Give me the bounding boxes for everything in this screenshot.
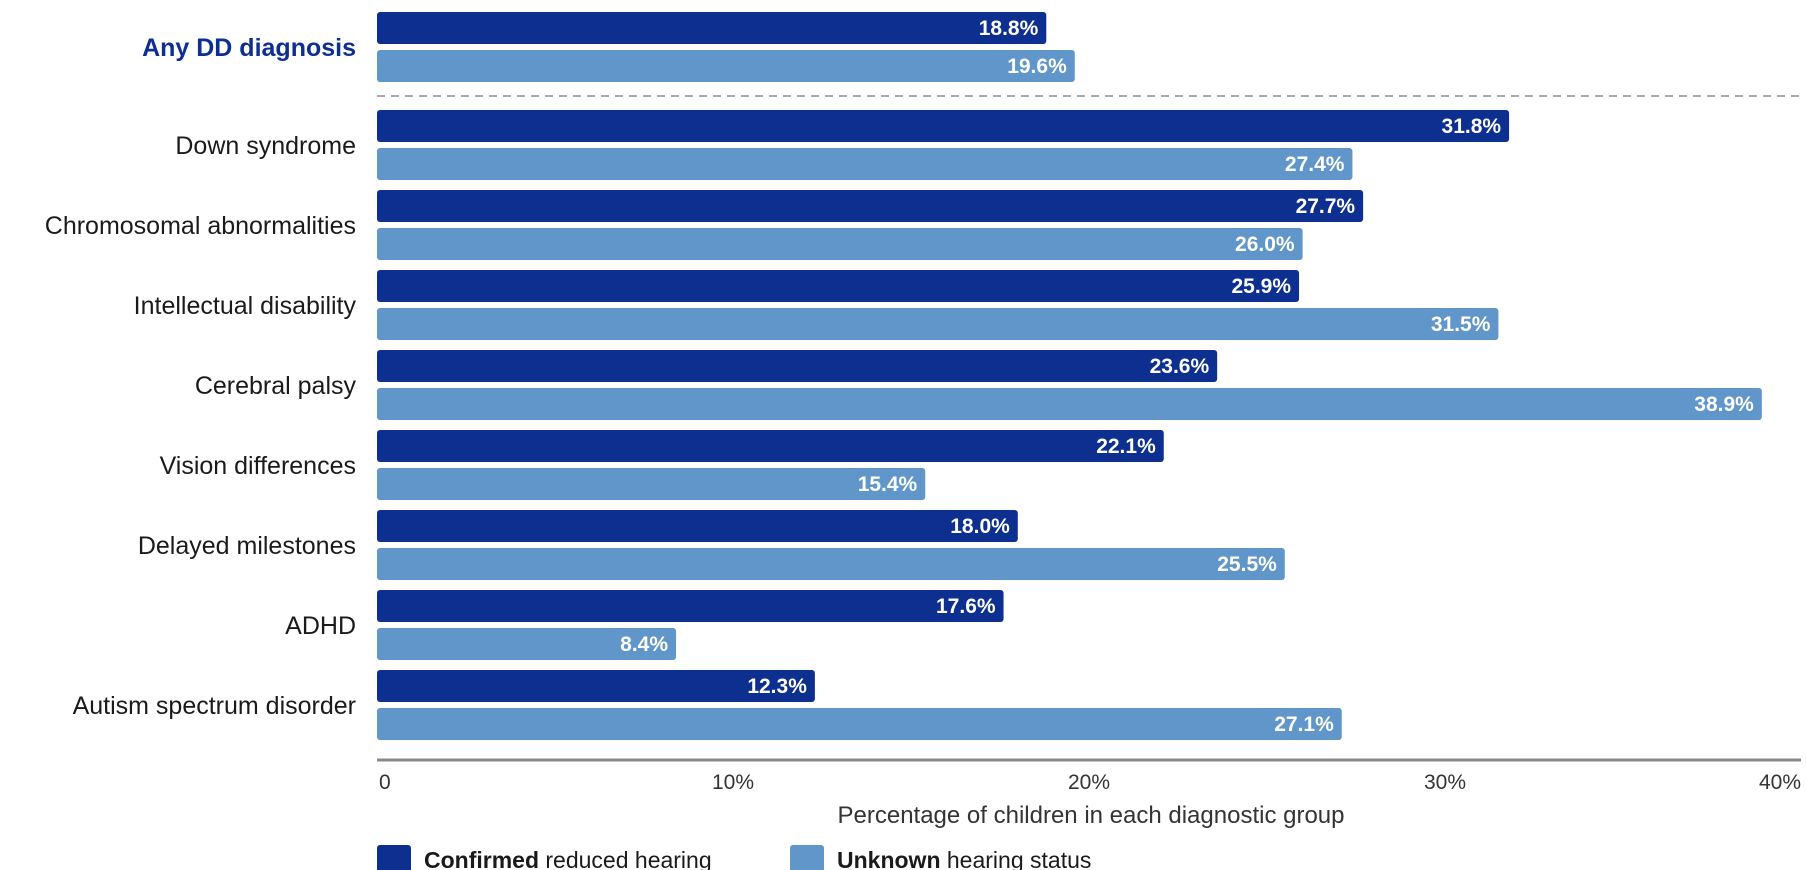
- bar-confirmed: [377, 430, 1164, 462]
- category-label: Intellectual disability: [134, 292, 357, 320]
- legend-label-rest: hearing status: [941, 847, 1092, 870]
- bar-confirmed: [377, 590, 1004, 622]
- bar-confirmed: [377, 270, 1300, 302]
- legend-label-rest: reduced hearing: [539, 847, 712, 870]
- category-group: ADHD 17.6% 8.4%: [285, 590, 1004, 660]
- category-label: ADHD: [285, 612, 356, 640]
- category-group: Delayed milestones 18.0% 25.5%: [138, 510, 1285, 580]
- bar-unknown: [377, 228, 1303, 260]
- bar-unknown: [377, 50, 1075, 82]
- data-label: 26.0%: [1235, 233, 1295, 256]
- category-group: Chromosomal abnormalities 27.7%26.0%: [45, 190, 1364, 260]
- bar-unknown: [377, 148, 1353, 180]
- category-label: Down syndrome: [175, 132, 356, 160]
- legend-item: Unknown hearing status: [790, 845, 1091, 870]
- data-label: 25.5%: [1217, 553, 1277, 576]
- data-label: 31.8%: [1442, 115, 1502, 138]
- data-label: 25.9%: [1231, 275, 1291, 298]
- category-group: Any DD diagnosis 18.8% 19.6%: [142, 12, 1075, 82]
- category-label: Delayed milestones: [138, 532, 356, 560]
- bar-confirmed: [377, 12, 1047, 44]
- tick-label: 40%: [1759, 771, 1801, 794]
- bar-confirmed: [377, 110, 1510, 142]
- category-group: Down syndrome 31.8% 27.4%: [175, 110, 1510, 180]
- bar-confirmed: [377, 670, 815, 702]
- data-label: 17.6%: [936, 595, 996, 618]
- bar-confirmed: [377, 510, 1018, 542]
- category-label: Any DD diagnosis: [142, 34, 356, 62]
- data-label: 18.0%: [950, 515, 1010, 538]
- data-label: 38.9%: [1694, 393, 1754, 416]
- bar-unknown: [377, 548, 1285, 580]
- legend-label-strong: Unknown: [837, 847, 941, 870]
- category-group: Cerebral palsy 23.6% 38.9%: [195, 350, 1762, 420]
- data-label: 27.4%: [1285, 153, 1345, 176]
- tick-label: 30%: [1424, 771, 1466, 794]
- bar-unknown: [377, 708, 1342, 740]
- category-label: Vision differences: [160, 452, 356, 480]
- bar-unknown: [377, 388, 1762, 420]
- tick-label: 10%: [712, 771, 754, 794]
- data-label: 27.1%: [1274, 713, 1334, 736]
- category-group: Autism spectrum disorder 12.3% 27.1%: [73, 670, 1342, 740]
- legend-label: Unknown hearing status: [837, 847, 1091, 870]
- bar-unknown: [377, 628, 677, 660]
- data-label: 15.4%: [858, 473, 918, 496]
- data-label: 18.8%: [979, 17, 1039, 40]
- bar-unknown: [377, 308, 1499, 340]
- x-axis-ticks: 0 10% 20% 30% 40%: [379, 771, 1801, 794]
- data-label: 8.4%: [620, 633, 668, 656]
- category-group: Vision differences 22.1% 15.4%: [160, 430, 1164, 500]
- legend-label-strong: Confirmed: [424, 847, 539, 870]
- legend-item: Confirmed reduced hearing: [377, 845, 712, 870]
- data-label: 19.6%: [1007, 55, 1067, 78]
- data-label: 22.1%: [1096, 435, 1156, 458]
- category-label: Cerebral palsy: [195, 372, 357, 400]
- bar-unknown: [377, 468, 926, 500]
- x-axis-title: Percentage of children in each diagnosti…: [838, 802, 1345, 829]
- category-label: Autism spectrum disorder: [73, 692, 356, 720]
- legend-label: Confirmed reduced hearing: [424, 847, 712, 870]
- tick-label: 20%: [1068, 771, 1110, 794]
- data-label: 23.6%: [1150, 355, 1210, 378]
- data-label: 27.7%: [1296, 195, 1356, 218]
- bar-confirmed: [377, 350, 1218, 382]
- data-label: 31.5%: [1431, 313, 1491, 336]
- data-label: 12.3%: [747, 675, 807, 698]
- bar-confirmed: [377, 190, 1364, 222]
- tick-label: 0: [379, 771, 391, 794]
- legend: Confirmed reduced hearing Unknown hearing…: [377, 845, 1091, 870]
- category-label: Chromosomal abnormalities: [45, 212, 356, 240]
- chart-rows: Any DD diagnosis 18.8% 19.6% Down syndrome 3…: [45, 12, 1762, 740]
- legend-swatch: [790, 845, 824, 870]
- category-group: Intellectual disability 25.9% 31.5%: [134, 270, 1499, 340]
- legend-swatch: [377, 845, 411, 870]
